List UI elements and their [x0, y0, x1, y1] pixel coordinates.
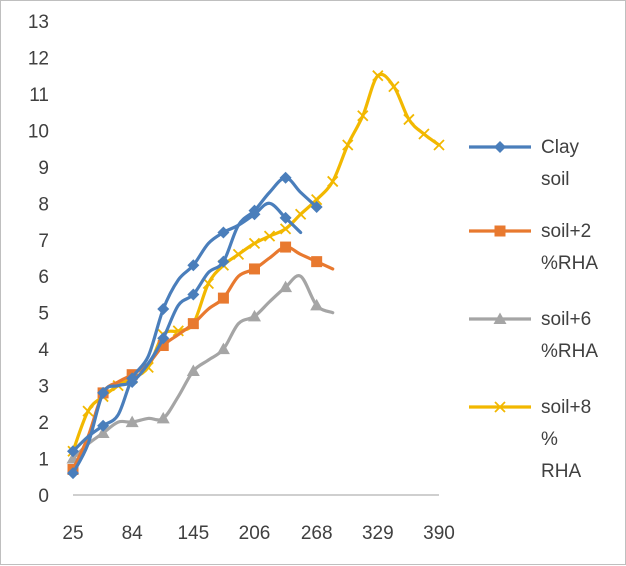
series-layer-1: [66, 274, 335, 464]
series-layer-3: [67, 171, 323, 480]
y-tick-label: 10: [28, 121, 49, 142]
data-point: [186, 364, 200, 377]
legend-label: Clay: [541, 137, 580, 158]
x-tick-label: 390: [423, 523, 455, 544]
legend-label: soil+6: [541, 309, 591, 330]
y-tick-label: 7: [38, 231, 49, 252]
x-axis-ticks: 25 84 145 206 268 329 390: [62, 523, 454, 544]
data-point: [232, 248, 245, 260]
data-point: [202, 277, 215, 290]
x-tick-label: 206: [239, 523, 271, 544]
data-point: [96, 426, 110, 439]
y-tick-label: 13: [28, 12, 49, 33]
data-point: [310, 298, 324, 311]
data-point: [217, 226, 230, 239]
x-tick-label: 329: [362, 523, 394, 544]
data-point: [97, 419, 110, 432]
series-layer-4: [67, 201, 303, 458]
legend-marker: [494, 401, 506, 413]
y-tick-label: 8: [38, 194, 49, 215]
data-point: [67, 467, 79, 480]
data-point: [126, 372, 139, 385]
data-point: [217, 292, 229, 304]
data-point: [187, 259, 200, 272]
legend-entry: soil+8% RHA: [469, 397, 591, 482]
y-tick-label: 4: [38, 340, 49, 361]
data-point: [372, 70, 384, 82]
data-point: [310, 200, 323, 213]
data-point: [279, 171, 292, 184]
data-point: [156, 411, 170, 424]
series-line: [71, 201, 303, 453]
data-point: [248, 263, 260, 275]
data-point: [97, 386, 110, 399]
data-point: [280, 241, 292, 253]
data-point: [279, 223, 292, 235]
legend-marker: [493, 312, 507, 324]
data-point: [217, 255, 230, 268]
data-point: [263, 230, 276, 242]
data-point: [157, 332, 170, 345]
data-point: [279, 280, 293, 293]
y-tick-label: 2: [38, 413, 49, 434]
legend-marker: [494, 225, 506, 237]
data-point: [67, 445, 79, 458]
y-tick-label: 3: [38, 377, 49, 398]
data-point: [187, 288, 200, 301]
data-point: [327, 175, 339, 188]
legend-label: %: [541, 429, 558, 450]
data-point: [216, 342, 230, 355]
legend-label: %RHA: [541, 253, 598, 274]
series-group: [66, 70, 445, 480]
data-point: [248, 208, 261, 221]
legend-entry: soil+2 %RHA: [469, 221, 598, 274]
y-tick-label: 9: [38, 158, 49, 179]
legend-marker: [494, 141, 506, 153]
y-tick-label: 1: [38, 450, 49, 471]
data-point: [357, 110, 369, 122]
data-point: [157, 340, 169, 352]
data-point: [342, 139, 354, 151]
y-tick-label: 6: [38, 267, 49, 288]
data-point: [294, 208, 307, 220]
legend-label: soil+2: [541, 221, 591, 242]
data-point: [403, 113, 415, 126]
legend-label: %RHA: [541, 341, 598, 362]
data-point: [157, 303, 170, 316]
x-tick-label: 268: [301, 523, 333, 544]
data-point: [311, 256, 323, 268]
data-point: [388, 80, 400, 93]
data-point: [418, 128, 430, 140]
data-point: [125, 415, 139, 428]
legend-label: RHA: [541, 461, 581, 482]
legend-entry: Clay soil: [469, 137, 580, 190]
x-tick-label: 84: [122, 523, 144, 544]
data-point: [172, 325, 184, 337]
legend-label: soil: [541, 169, 570, 190]
y-tick-label: 11: [29, 85, 49, 106]
data-point: [248, 237, 261, 250]
x-tick-label: 145: [177, 523, 209, 544]
data-point: [247, 309, 261, 322]
data-point: [279, 211, 292, 224]
series-layer-2: [67, 241, 335, 475]
y-tick-label: 5: [38, 304, 49, 325]
legend-label: soil+8: [541, 397, 591, 418]
data-point: [82, 405, 94, 417]
y-tick-label: 0: [38, 486, 49, 507]
data-point: [433, 139, 445, 151]
series-line: [71, 72, 441, 453]
data-point: [187, 318, 199, 330]
x-tick-label: 25: [62, 523, 83, 544]
y-tick-label: 12: [28, 48, 49, 69]
legend-entry: soil+6 %RHA: [469, 309, 598, 362]
